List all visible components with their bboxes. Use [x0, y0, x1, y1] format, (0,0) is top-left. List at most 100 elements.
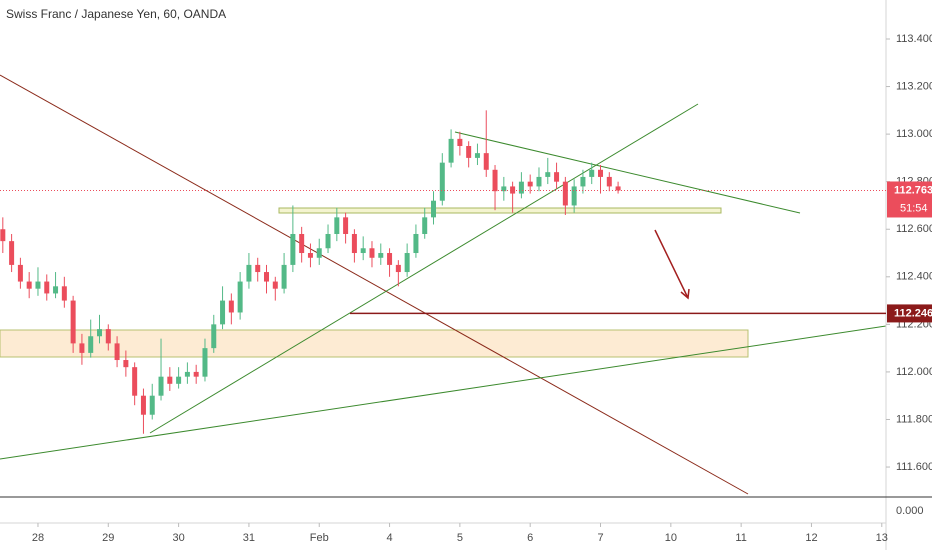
candle-body — [404, 253, 410, 273]
x-tick-label: 28 — [32, 532, 44, 544]
y-tick-label: 113.000 — [896, 128, 932, 140]
y-tick-label: 112.000 — [896, 366, 932, 378]
chart-title: Swiss Franc / Japanese Yen, 60, OANDA — [6, 7, 226, 21]
candle-body — [387, 253, 393, 265]
candle-body — [378, 253, 384, 258]
price-line-label-bg — [887, 304, 932, 323]
candle-body — [88, 336, 94, 353]
candle-body — [413, 233, 419, 254]
candle-body — [26, 281, 32, 289]
y-tick-label: 113.400 — [896, 33, 932, 45]
last-price-label: 112.763 — [894, 184, 932, 196]
candle-body — [79, 343, 85, 353]
candle-body — [351, 233, 357, 254]
candle-body — [510, 186, 516, 194]
x-tick-label: 5 — [457, 532, 463, 544]
candle-body — [184, 371, 190, 377]
candle-body — [518, 181, 524, 194]
candle-body — [615, 186, 621, 191]
y-tick-label: 112.400 — [896, 271, 932, 283]
drawings — [0, 74, 886, 495]
candle-body — [474, 153, 480, 158]
candle-body — [492, 169, 498, 192]
x-tick-label: 6 — [527, 532, 533, 544]
candle-body — [35, 281, 41, 289]
candle-body — [307, 253, 313, 258]
countdown: 51:54 — [900, 202, 928, 214]
candle-body — [290, 233, 296, 265]
candle-body — [211, 324, 217, 349]
candle-body — [237, 281, 243, 313]
x-tick-label: 31 — [243, 532, 255, 544]
candle-body — [158, 376, 164, 396]
candle-body — [17, 264, 23, 282]
candle-body — [53, 286, 59, 294]
candle-body — [105, 329, 111, 344]
y-tick-label: 113.200 — [896, 80, 932, 92]
candle-body — [202, 348, 208, 377]
candle-body — [395, 264, 401, 273]
candle-body — [448, 138, 454, 163]
candle-body — [536, 176, 542, 187]
zone-rect — [278, 207, 722, 214]
x-tick-label: 30 — [172, 532, 184, 544]
candle-body — [334, 217, 340, 234]
price-line-label: 112.246 — [894, 307, 932, 319]
y-tick-label: 112.600 — [896, 223, 932, 235]
y-tick-label: 111.800 — [896, 413, 932, 425]
candle-body — [255, 264, 261, 273]
candle-body — [466, 146, 472, 158]
candle-body — [9, 241, 15, 265]
candle-body — [149, 395, 155, 415]
x-tick-label: Feb — [310, 532, 329, 544]
candle-body — [44, 281, 50, 294]
candle-body — [140, 395, 146, 415]
candle-body — [70, 300, 76, 344]
candle-body — [589, 169, 595, 177]
candle-body — [61, 286, 67, 301]
x-tick-label: 10 — [665, 532, 677, 544]
candle-body — [114, 343, 120, 361]
candle-body — [501, 186, 507, 192]
candle-body — [167, 376, 173, 384]
candle-body — [483, 153, 489, 170]
candle-body — [360, 248, 366, 254]
candle-body — [228, 300, 234, 313]
x-tick-label: 4 — [386, 532, 392, 544]
candle-body — [457, 138, 463, 147]
trend-line — [454, 131, 801, 214]
candles — [0, 110, 621, 434]
x-tick-label: 29 — [102, 532, 114, 544]
zone-rect — [0, 329, 749, 358]
candle-body — [272, 281, 278, 289]
arrow-head — [680, 288, 690, 300]
candle-body — [220, 300, 226, 325]
trend-line — [149, 103, 699, 434]
trend-line — [0, 325, 886, 460]
candle-body — [606, 176, 612, 187]
candle-body — [527, 181, 533, 187]
candle-body — [299, 233, 305, 254]
candle-body — [598, 169, 604, 177]
x-tick-label: 7 — [597, 532, 603, 544]
x-tick-label: 12 — [805, 532, 817, 544]
trend-line — [0, 74, 749, 495]
x-tick-label: 11 — [735, 532, 746, 544]
candle-body — [431, 200, 437, 218]
candle-body — [123, 360, 129, 368]
candle-body — [0, 229, 6, 242]
candle-body — [439, 162, 445, 201]
y-tick-label: 111.600 — [896, 461, 932, 473]
candle-body — [246, 264, 252, 282]
candle-body — [580, 176, 586, 187]
candle-body — [343, 217, 349, 234]
candle-body — [132, 367, 138, 396]
candle-body — [554, 172, 560, 182]
candle-body — [176, 376, 182, 384]
candle-body — [281, 264, 287, 289]
candle-body — [264, 272, 270, 282]
candle-body — [316, 248, 322, 258]
